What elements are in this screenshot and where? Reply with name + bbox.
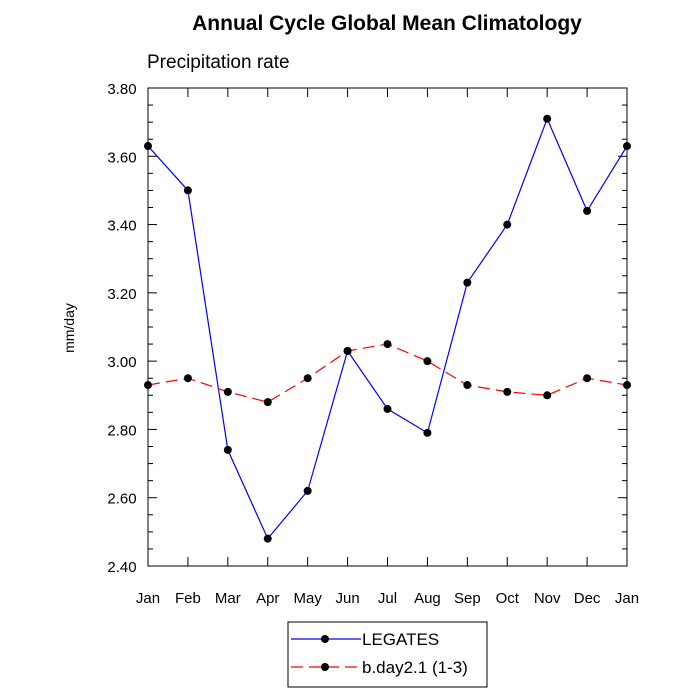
data-point-series-1 xyxy=(383,340,392,349)
chart-subtitle: Precipitation rate xyxy=(147,52,290,73)
x-tick-label: Aug xyxy=(414,590,441,607)
data-point-series-0 xyxy=(503,220,512,229)
x-tick-label: Dec xyxy=(574,590,601,607)
legend-label-bday: b.day2.1 (1-3) xyxy=(362,658,468,677)
data-point-series-0 xyxy=(303,486,312,495)
x-tick-label: Feb xyxy=(175,590,201,607)
series-line-1 xyxy=(147,343,628,403)
data-point-series-0 xyxy=(383,404,392,413)
x-tick-label: Oct xyxy=(496,590,520,607)
data-point-series-1 xyxy=(543,391,552,400)
x-tick-label: Jan xyxy=(615,590,639,607)
legend: LEGATES b.day2.1 (1-3) xyxy=(287,621,488,688)
legend-marker-legates xyxy=(321,635,329,643)
data-point-series-0 xyxy=(223,445,232,454)
data-point-series-1 xyxy=(463,381,472,390)
x-tick-label: Sep xyxy=(454,590,481,607)
data-point-series-0 xyxy=(463,278,472,287)
legend-marker-bday xyxy=(321,663,329,671)
chart-title: Annual Cycle Global Mean Climatology xyxy=(192,12,582,35)
data-point-series-0 xyxy=(144,142,152,151)
data-point-series-1 xyxy=(583,374,592,383)
y-tick-label: 2.60 xyxy=(107,491,136,508)
y-tick-label: 3.20 xyxy=(107,286,136,303)
data-point-series-1 xyxy=(503,387,512,396)
legend-label-legates: LEGATES xyxy=(362,630,439,649)
legend-box xyxy=(287,621,488,688)
x-tick-label: Mar xyxy=(215,590,241,607)
x-tick-label: Jan xyxy=(136,590,160,607)
data-point-series-1 xyxy=(423,357,432,366)
y-tick-label: 3.80 xyxy=(107,81,136,98)
data-point-series-1 xyxy=(223,387,232,396)
y-tick-label: 3.60 xyxy=(107,149,136,166)
data-point-series-0 xyxy=(543,114,552,123)
data-point-series-1 xyxy=(263,398,272,407)
data-point-series-0 xyxy=(263,534,272,543)
axes: 2.40 2.60 2.80 3.00 3.20 3.40 3.60 3.80 Jan Feb Ma… xyxy=(107,81,639,607)
data-point-series-1 xyxy=(623,381,631,390)
series-layer xyxy=(144,114,631,543)
x-tick-label: Nov xyxy=(534,590,561,607)
plot-frame xyxy=(147,87,628,567)
x-tick-label: Apr xyxy=(256,590,279,607)
y-tick-label: 3.00 xyxy=(107,354,136,371)
x-tick-label: May xyxy=(293,590,322,607)
data-point-series-0 xyxy=(423,428,432,437)
x-tick-label: Jul xyxy=(378,590,397,607)
y-axis-label: mm/day xyxy=(61,303,77,353)
data-point-series-1 xyxy=(343,346,352,355)
data-point-series-1 xyxy=(183,374,192,383)
data-point-series-0 xyxy=(623,142,631,151)
data-point-series-0 xyxy=(183,186,192,195)
x-tick-label: Jun xyxy=(335,590,359,607)
data-point-series-1 xyxy=(144,381,152,390)
y-tick-label: 3.40 xyxy=(107,218,136,235)
series-line-0 xyxy=(147,117,628,540)
data-point-series-1 xyxy=(303,374,312,383)
data-point-series-0 xyxy=(583,206,592,215)
y-tick-label: 2.40 xyxy=(107,559,136,576)
y-tick-label: 2.80 xyxy=(107,422,136,439)
